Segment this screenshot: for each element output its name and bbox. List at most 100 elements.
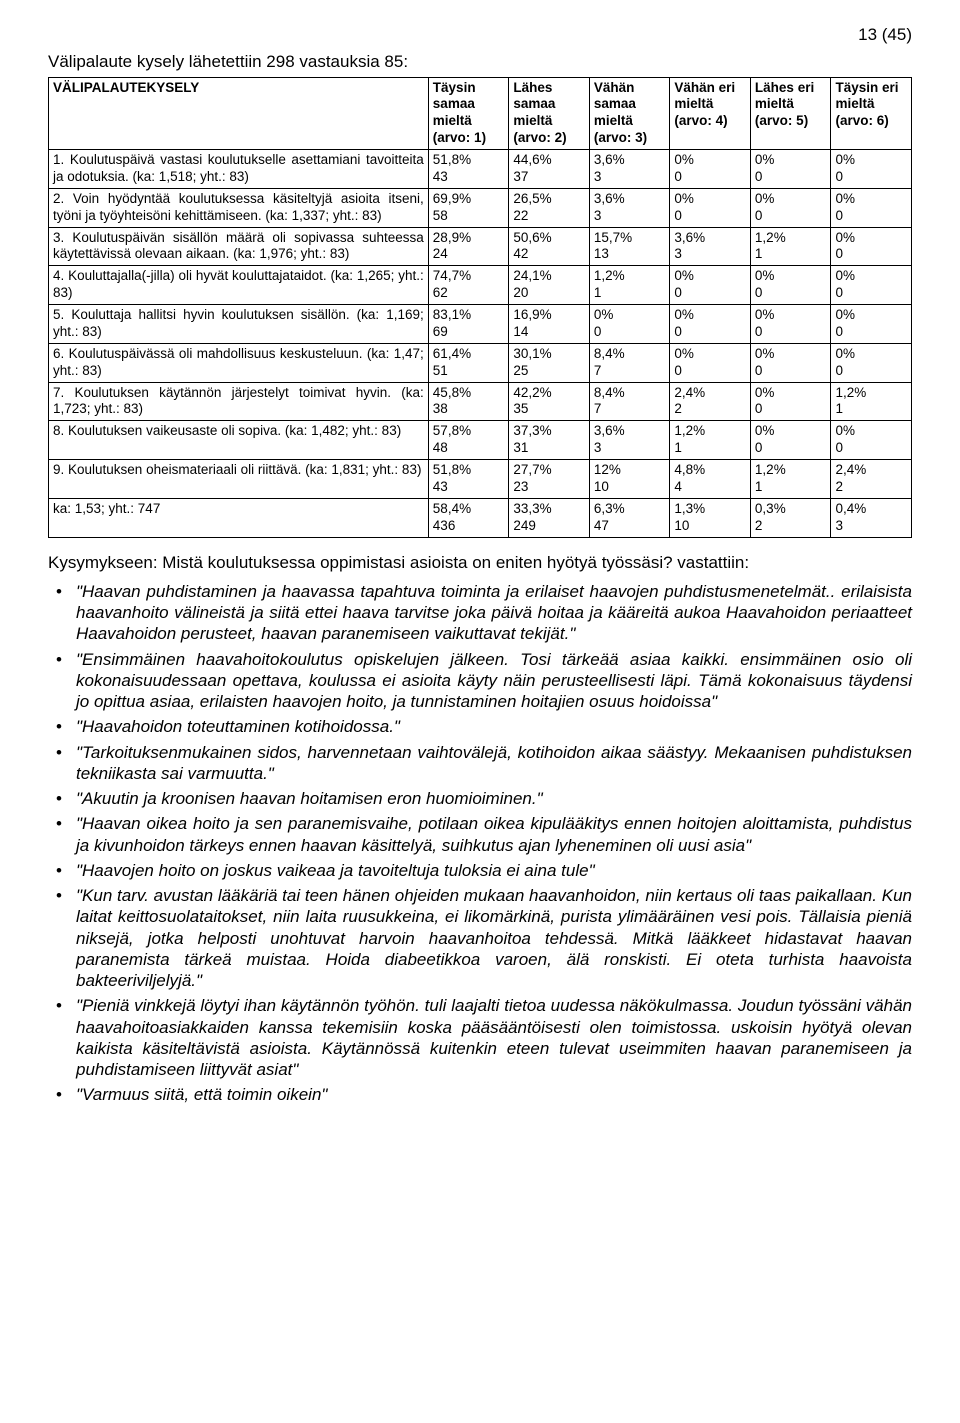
value-cell: 6,3%47 [589, 498, 670, 537]
responses-list: "Haavan puhdistaminen ja haavassa tapaht… [48, 581, 912, 1106]
value-cell: 3,6%3 [589, 421, 670, 460]
value-cell: 0%0 [670, 150, 751, 189]
list-item: "Haavan oikea hoito ja sen paranemisvaih… [48, 813, 912, 856]
value-cell: 12%10 [589, 460, 670, 499]
value-cell: 0%0 [750, 188, 831, 227]
table-row: 4. Kouluttajalla(-jilla) oli hyvät koulu… [49, 266, 912, 305]
table-row: 3. Koulutuspäivän sisällön määrä oli sop… [49, 227, 912, 266]
value-cell: 0%0 [750, 266, 831, 305]
value-cell: 27,7%23 [509, 460, 590, 499]
value-cell: 15,7%13 [589, 227, 670, 266]
table-header-row: VÄLIPALAUTEKYSELY Täysin samaa mieltä (a… [49, 77, 912, 150]
value-cell: 0,3%2 [750, 498, 831, 537]
question-cell: 3. Koulutuspäivän sisällön määrä oli sop… [49, 227, 429, 266]
value-cell: 30,1%25 [509, 343, 590, 382]
table-row: 9. Koulutuksen oheismateriaali oli riitt… [49, 460, 912, 499]
table-row: 1. Koulutuspäivä vastasi koulutukselle a… [49, 150, 912, 189]
list-item: "Haavojen hoito on joskus vaikeaa ja tav… [48, 860, 912, 881]
question-cell: 7. Koulutuksen käytännön järjestelyt toi… [49, 382, 429, 421]
question-cell: 2. Voin hyödyntää koulutuksessa käsitelt… [49, 188, 429, 227]
value-cell: 4,8%4 [670, 460, 751, 499]
list-item: "Haavan puhdistaminen ja haavassa tapaht… [48, 581, 912, 645]
value-cell: 8,4%7 [589, 343, 670, 382]
list-item: "Haavahoidon toteuttaminen kotihoidossa.… [48, 716, 912, 737]
intro-line: Välipalaute kysely lähetettiin 298 vasta… [48, 51, 912, 72]
question-cell: 4. Kouluttajalla(-jilla) oli hyvät koulu… [49, 266, 429, 305]
value-cell: 0%0 [670, 305, 751, 344]
table-row: 2. Voin hyödyntää koulutuksessa käsitelt… [49, 188, 912, 227]
value-cell: 0%0 [750, 305, 831, 344]
value-cell: 1,2%1 [670, 421, 751, 460]
header-col-6: Täysin eri mieltä (arvo: 6) [831, 77, 912, 150]
value-cell: 1,2%1 [831, 382, 912, 421]
value-cell: 28,9%24 [428, 227, 509, 266]
value-cell: 0%0 [670, 343, 751, 382]
value-cell: 0%0 [831, 266, 912, 305]
header-col-5: Lähes eri mieltä (arvo: 5) [750, 77, 831, 150]
value-cell: 0%0 [831, 227, 912, 266]
value-cell: 61,4%51 [428, 343, 509, 382]
list-item: "Tarkoituksenmukainen sidos, harvennetaa… [48, 742, 912, 785]
value-cell: 0%0 [831, 343, 912, 382]
value-cell: 42,2%35 [509, 382, 590, 421]
list-item: "Ensimmäinen haavahoitokoulutus opiskelu… [48, 649, 912, 713]
value-cell: 1,2%1 [750, 227, 831, 266]
value-cell: 50,6%42 [509, 227, 590, 266]
header-col-4: Vähän eri mieltä (arvo: 4) [670, 77, 751, 150]
value-cell: 83,1%69 [428, 305, 509, 344]
header-col-2: Lähes samaa mieltä (arvo: 2) [509, 77, 590, 150]
value-cell: 3,6%3 [589, 188, 670, 227]
value-cell: 1,2%1 [750, 460, 831, 499]
value-cell: 0%0 [831, 150, 912, 189]
value-cell: 0%0 [670, 266, 751, 305]
survey-table: VÄLIPALAUTEKYSELY Täysin samaa mieltä (a… [48, 77, 912, 538]
list-item: "Akuutin ja kroonisen haavan hoitamisen … [48, 788, 912, 809]
table-row: ka: 1,53; yht.: 74758,4%43633,3%2496,3%4… [49, 498, 912, 537]
value-cell: 33,3%249 [509, 498, 590, 537]
page-number: 13 (45) [48, 24, 912, 45]
value-cell: 0%0 [831, 188, 912, 227]
value-cell: 2,4%2 [831, 460, 912, 499]
table-row: 5. Kouluttaja hallitsi hyvin koulutuksen… [49, 305, 912, 344]
value-cell: 37,3%31 [509, 421, 590, 460]
value-cell: 3,6%3 [589, 150, 670, 189]
value-cell: 44,6%37 [509, 150, 590, 189]
value-cell: 57,8%48 [428, 421, 509, 460]
list-item: "Varmuus siitä, että toimin oikein" [48, 1084, 912, 1105]
table-row: 8. Koulutuksen vaikeusaste oli sopiva. (… [49, 421, 912, 460]
question-cell: 9. Koulutuksen oheismateriaali oli riitt… [49, 460, 429, 499]
value-cell: 2,4%2 [670, 382, 751, 421]
question-cell: 8. Koulutuksen vaikeusaste oli sopiva. (… [49, 421, 429, 460]
value-cell: 0%0 [831, 305, 912, 344]
value-cell: 0%0 [670, 188, 751, 227]
value-cell: 74,7%62 [428, 266, 509, 305]
list-item: "Pieniä vinkkejä löytyi ihan käytännön t… [48, 995, 912, 1080]
value-cell: 3,6%3 [670, 227, 751, 266]
value-cell: 8,4%7 [589, 382, 670, 421]
value-cell: 24,1%20 [509, 266, 590, 305]
value-cell: 51,8%43 [428, 460, 509, 499]
table-row: 7. Koulutuksen käytännön järjestelyt toi… [49, 382, 912, 421]
value-cell: 0%0 [750, 343, 831, 382]
value-cell: 1,3%10 [670, 498, 751, 537]
value-cell: 0%0 [750, 382, 831, 421]
value-cell: 0%0 [750, 421, 831, 460]
question-cell: 5. Kouluttaja hallitsi hyvin koulutuksen… [49, 305, 429, 344]
question-cell: 1. Koulutuspäivä vastasi koulutukselle a… [49, 150, 429, 189]
value-cell: 0%0 [750, 150, 831, 189]
list-item: "Kun tarv. avustan lääkäriä tai teen hän… [48, 885, 912, 991]
value-cell: 58,4%436 [428, 498, 509, 537]
question-cell: 6. Koulutuspäivässä oli mahdollisuus kes… [49, 343, 429, 382]
open-question-intro: Kysymykseen: Mistä koulutuksessa oppimis… [48, 552, 912, 573]
value-cell: 0%0 [831, 421, 912, 460]
value-cell: 0%0 [589, 305, 670, 344]
header-col-3: Vähän samaa mieltä (arvo: 3) [589, 77, 670, 150]
value-cell: 69,9%58 [428, 188, 509, 227]
table-row: 6. Koulutuspäivässä oli mahdollisuus kes… [49, 343, 912, 382]
header-question: VÄLIPALAUTEKYSELY [49, 77, 429, 150]
value-cell: 0,4%3 [831, 498, 912, 537]
value-cell: 26,5%22 [509, 188, 590, 227]
value-cell: 45,8%38 [428, 382, 509, 421]
value-cell: 16,9%14 [509, 305, 590, 344]
question-cell: ka: 1,53; yht.: 747 [49, 498, 429, 537]
